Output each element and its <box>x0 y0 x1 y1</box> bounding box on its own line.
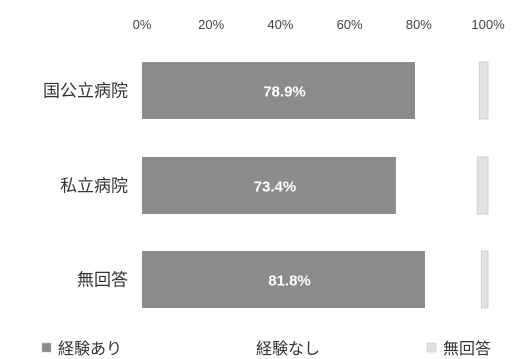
legend-label: 経験なし <box>256 339 320 358</box>
legend-label: 経験あり <box>58 339 122 358</box>
bar-segment <box>142 62 415 119</box>
bar-segment <box>395 157 478 214</box>
legend-swatch <box>239 342 250 353</box>
bar-segment <box>425 251 482 308</box>
category-label: 私立病院 <box>60 177 128 197</box>
x-tick-label: 20% <box>198 17 224 32</box>
bar-segment <box>142 157 396 214</box>
legend-label: 無回答 <box>443 339 491 358</box>
legend-swatch <box>41 342 52 353</box>
x-tick-label: 0% <box>133 17 152 32</box>
bar-segment <box>476 156 489 215</box>
data-label: 78.9% <box>263 84 306 101</box>
legend: 経験あり 経験なし 無回答 <box>41 339 491 358</box>
legend-swatch <box>426 342 437 353</box>
bar-segment <box>142 251 426 308</box>
data-label: 81.8% <box>268 273 311 290</box>
data-labels: 78.9% 73.4% 81.8% <box>254 84 311 290</box>
data-label: 73.4% <box>254 179 297 196</box>
category-label: 国公立病院 <box>43 82 128 102</box>
x-tick-label: 40% <box>267 17 293 32</box>
category-label: 無回答 <box>77 271 128 291</box>
bar-segment <box>480 250 489 309</box>
bar-segment <box>414 62 480 119</box>
x-tick-label: 100% <box>471 17 505 32</box>
x-tick-label: 60% <box>337 17 363 32</box>
x-axis-tick-labels: 0% 20% 40% 60% 80% 100% <box>133 17 505 32</box>
bar-segment <box>478 61 489 120</box>
bars <box>142 61 489 309</box>
x-tick-label: 80% <box>406 17 432 32</box>
